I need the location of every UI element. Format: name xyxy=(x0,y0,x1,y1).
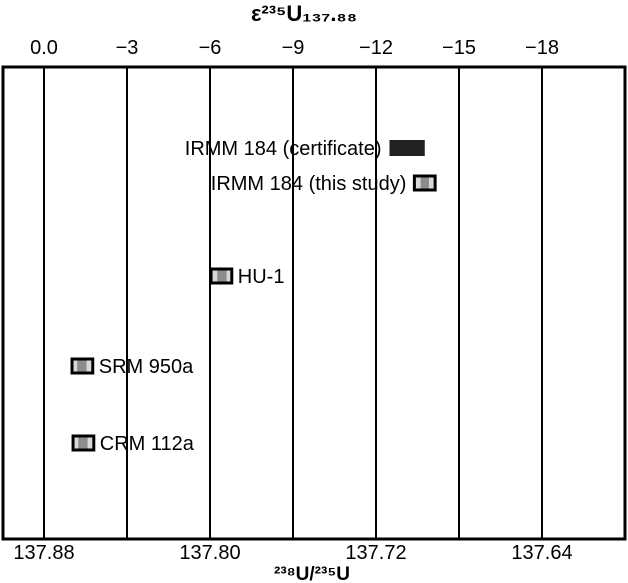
gridlines xyxy=(43,67,543,539)
top-tick-label: 0.0 xyxy=(30,37,58,59)
bottom-tick-label: 137.72 xyxy=(345,542,406,564)
top-tick-label: −9 xyxy=(282,37,305,59)
bottom-tick-label: 137.88 xyxy=(13,542,74,564)
top-axis-label: ε²³⁵U₁₃₇.₈₈ xyxy=(251,1,357,26)
bar-label: CRM 112a xyxy=(100,433,195,455)
top-axis-ticks: 0.0 −3 −6 −9 −12 −15 −18 xyxy=(30,37,559,59)
range-bar-3: HU-1 xyxy=(209,266,285,288)
top-tick-label: −12 xyxy=(359,37,393,59)
bar-inner-range xyxy=(217,270,227,282)
bar-label: IRMM 184 (this study) xyxy=(211,173,407,195)
bar-label: HU-1 xyxy=(238,266,285,288)
bar-label: SRM 950a xyxy=(99,356,194,378)
bar-inner-range xyxy=(420,177,429,189)
top-tick-label: −6 xyxy=(199,37,222,59)
range-bar-5: CRM 112a xyxy=(71,433,195,455)
bottom-axis-label: ²³⁸U/²³⁵U xyxy=(274,564,350,583)
top-tick-label: −15 xyxy=(442,37,476,59)
bar-inner-range xyxy=(77,360,87,372)
range-bars: IRMM 184 (certificate) IRMM 184 (this stu… xyxy=(70,138,437,455)
top-tick-label: −3 xyxy=(116,37,139,59)
bar-inner-range xyxy=(78,437,88,449)
bar-range xyxy=(389,140,425,156)
bottom-axis-ticks: 137.88 137.80 137.72 137.64 xyxy=(13,542,572,564)
range-bar-2: IRMM 184 (this study) xyxy=(211,173,437,195)
bottom-tick-label: 137.80 xyxy=(179,542,240,564)
top-tick-label: −18 xyxy=(525,37,559,59)
range-bar-4: SRM 950a xyxy=(70,356,194,378)
plot-frame xyxy=(1,65,627,541)
bottom-tick-label: 137.64 xyxy=(511,542,572,564)
range-bar-1: IRMM 184 (certificate) xyxy=(185,138,425,160)
bar-label: IRMM 184 (certificate) xyxy=(185,138,382,160)
